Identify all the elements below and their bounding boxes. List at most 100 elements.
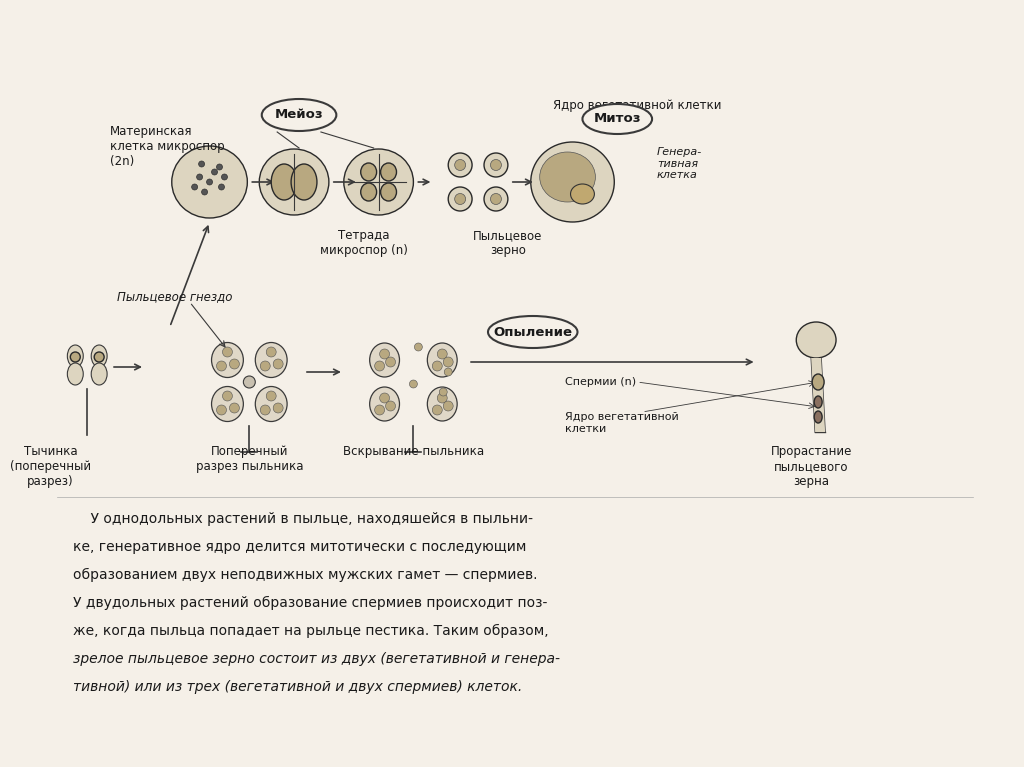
Text: же, когда пыльца попадает на рыльце пестика. Таким образом,: же, когда пыльца попадает на рыльце пест… <box>74 624 549 638</box>
Circle shape <box>222 391 232 401</box>
Circle shape <box>197 174 203 180</box>
Text: У двудольных растений образование спермиев происходит поз-: У двудольных растений образование сперми… <box>74 596 548 610</box>
Text: У однодольных растений в пыльце, находяшейся в пыльни-: У однодольных растений в пыльце, находяш… <box>74 512 534 526</box>
Ellipse shape <box>370 343 399 377</box>
Circle shape <box>229 359 240 369</box>
Ellipse shape <box>291 164 317 200</box>
Text: Тычинка
(поперечный
разрез): Тычинка (поперечный разрез) <box>10 445 91 488</box>
Ellipse shape <box>212 387 244 422</box>
Ellipse shape <box>484 187 508 211</box>
Circle shape <box>94 352 104 362</box>
Ellipse shape <box>530 142 614 222</box>
Ellipse shape <box>91 363 108 385</box>
Circle shape <box>443 401 454 411</box>
Ellipse shape <box>797 322 836 358</box>
Circle shape <box>432 405 442 415</box>
Circle shape <box>273 403 284 413</box>
Text: Ядро вегетативной клетки: Ядро вегетативной клетки <box>553 98 721 111</box>
Ellipse shape <box>449 187 472 211</box>
Circle shape <box>216 361 226 371</box>
Ellipse shape <box>814 396 822 408</box>
Ellipse shape <box>583 104 652 134</box>
Circle shape <box>444 368 453 376</box>
Circle shape <box>375 405 385 415</box>
Circle shape <box>199 161 205 167</box>
Ellipse shape <box>271 164 297 200</box>
Ellipse shape <box>360 163 377 181</box>
Circle shape <box>229 403 240 413</box>
Circle shape <box>439 388 447 396</box>
Circle shape <box>71 352 80 362</box>
Ellipse shape <box>212 343 244 377</box>
Text: Вскрывание пыльника: Вскрывание пыльника <box>343 445 484 458</box>
Circle shape <box>191 184 198 190</box>
Text: Прорастание
пыльцевого
зерна: Прорастание пыльцевого зерна <box>770 445 852 488</box>
Ellipse shape <box>255 387 287 422</box>
Circle shape <box>415 343 422 351</box>
Text: тивной) или из трех (вегетативной и двух спермиев) клеток.: тивной) или из трех (вегетативной и двух… <box>74 680 522 694</box>
Text: образованием двух неподвижных мужских гамет — спермиев.: образованием двух неподвижных мужских га… <box>74 568 538 582</box>
Ellipse shape <box>570 184 594 204</box>
Circle shape <box>375 361 385 371</box>
Circle shape <box>216 164 222 170</box>
Circle shape <box>244 376 255 388</box>
Ellipse shape <box>370 387 399 421</box>
Circle shape <box>455 193 466 205</box>
Ellipse shape <box>360 183 377 201</box>
Text: Поперечный
разрез пыльника: Поперечный разрез пыльника <box>196 445 303 473</box>
Circle shape <box>443 357 454 367</box>
Circle shape <box>216 405 226 415</box>
Text: Генера-
тивная
клетка: Генера- тивная клетка <box>657 147 702 180</box>
Circle shape <box>380 349 389 359</box>
Ellipse shape <box>172 146 248 218</box>
Circle shape <box>260 361 270 371</box>
Polygon shape <box>811 358 825 432</box>
Circle shape <box>490 193 502 205</box>
Circle shape <box>221 174 227 180</box>
Text: Тетрада
микроспор (n): Тетрада микроспор (n) <box>319 229 408 257</box>
Text: Спермии (n): Спермии (n) <box>564 377 636 387</box>
Circle shape <box>437 393 447 403</box>
Circle shape <box>380 393 389 403</box>
Circle shape <box>266 347 276 357</box>
Ellipse shape <box>427 343 457 377</box>
Circle shape <box>202 189 208 195</box>
Ellipse shape <box>91 345 108 367</box>
Ellipse shape <box>427 387 457 421</box>
Circle shape <box>437 349 447 359</box>
Ellipse shape <box>255 343 287 377</box>
Text: зрелое пыльцевое зерно состоит из двух (вегетативной и генера-: зрелое пыльцевое зерно состоит из двух (… <box>74 652 560 666</box>
Circle shape <box>432 361 442 371</box>
Circle shape <box>218 184 224 190</box>
Ellipse shape <box>344 149 414 215</box>
Text: Ядро вегетативной
клетки: Ядро вегетативной клетки <box>564 412 678 433</box>
Ellipse shape <box>68 363 83 385</box>
Ellipse shape <box>540 152 595 202</box>
Circle shape <box>212 169 217 175</box>
Text: Опыление: Опыление <box>494 325 572 338</box>
Text: Мейоз: Мейоз <box>274 108 324 121</box>
Text: ке, генеративное ядро делится митотически с последующим: ке, генеративное ядро делится митотическ… <box>74 540 526 554</box>
Circle shape <box>260 405 270 415</box>
Ellipse shape <box>488 316 578 348</box>
Ellipse shape <box>381 163 396 181</box>
Circle shape <box>386 357 395 367</box>
Ellipse shape <box>449 153 472 177</box>
Circle shape <box>410 380 418 388</box>
Circle shape <box>490 160 502 170</box>
Text: Митоз: Митоз <box>594 113 641 126</box>
Ellipse shape <box>259 149 329 215</box>
Circle shape <box>266 391 276 401</box>
Circle shape <box>207 179 213 185</box>
Circle shape <box>222 347 232 357</box>
Text: Пыльцевое гнездо: Пыльцевое гнездо <box>117 291 232 304</box>
Ellipse shape <box>381 183 396 201</box>
Ellipse shape <box>814 411 822 423</box>
Circle shape <box>273 359 284 369</box>
Ellipse shape <box>68 345 83 367</box>
Ellipse shape <box>812 374 824 390</box>
Ellipse shape <box>262 99 336 131</box>
Text: Материнская
клетка микроспор
(2n): Материнская клетка микроспор (2n) <box>111 125 224 168</box>
Circle shape <box>455 160 466 170</box>
Text: Пыльцевое
зерно: Пыльцевое зерно <box>473 229 543 257</box>
